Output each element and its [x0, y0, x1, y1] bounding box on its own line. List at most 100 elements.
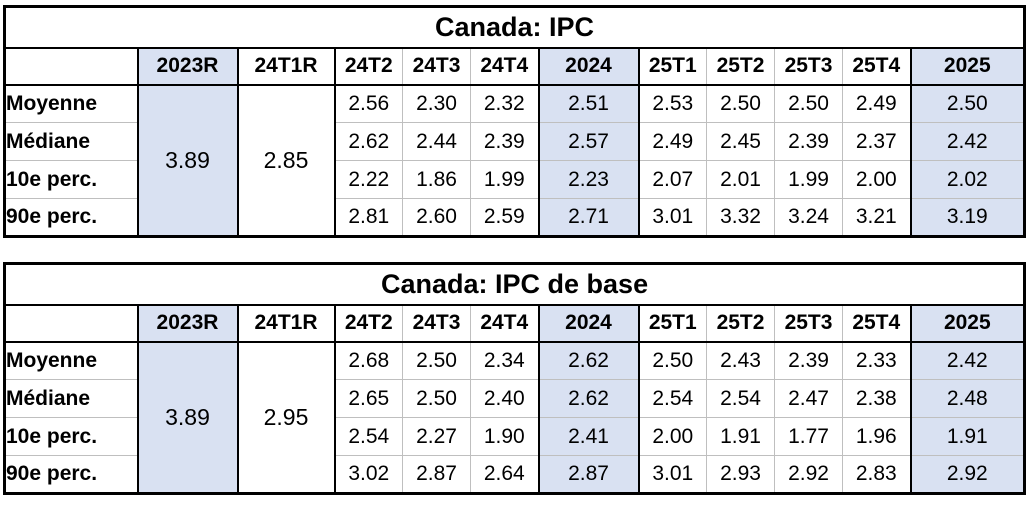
page: { "page": { "background_color": "#ffffff… [3, 5, 1026, 495]
row-label: 10e perc. [4, 417, 139, 456]
merged-annual-cell: 2.85 [237, 84, 336, 237]
value-cell: 2.93 [706, 455, 775, 494]
value-cell: 3.01 [638, 455, 707, 494]
table-title: Canada: IPC [4, 6, 1025, 49]
column-header: 2023R [137, 304, 239, 343]
column-header: 24T4 [470, 47, 540, 86]
value-cell: 2.47 [774, 379, 843, 418]
value-cell: 2.68 [334, 341, 403, 380]
value-cell: 2.39 [470, 122, 540, 161]
value-cell: 1.77 [774, 417, 843, 456]
value-cell: 2.34 [470, 341, 540, 380]
table-row: 90e perc. 3.02 2.87 2.64 2.87 3.01 2.93 2.92 2.8… [4, 455, 1025, 494]
corner-cell [4, 47, 139, 86]
value-cell: 2.40 [470, 379, 540, 418]
column-header: 25T1 [638, 47, 707, 86]
value-cell: 2.42 [910, 341, 1025, 380]
value-cell: 2.87 [538, 455, 640, 494]
value-cell: 2.48 [910, 379, 1025, 418]
value-cell: 2.22 [334, 160, 403, 199]
forecast-table: Canada: IPC de base 2023R 24T1R 24T2 24T3 24T… [3, 262, 1026, 495]
value-cell: 2.42 [910, 122, 1025, 161]
value-cell: 2.56 [334, 84, 403, 123]
column-header: 25T3 [774, 304, 843, 343]
table-row: Moyenne 3.89 2.95 2.68 2.50 2.34 2.62 2.50 2.43 2… [4, 341, 1025, 494]
value-cell: 1.99 [470, 160, 540, 199]
column-header: 24T4 [470, 304, 540, 343]
column-header: 2025 [910, 304, 1025, 343]
column-header: 2023R [137, 47, 239, 86]
value-cell: 2.49 [842, 84, 912, 123]
value-cell: 2.44 [402, 122, 471, 161]
column-header: 24T1R [237, 304, 336, 343]
value-cell: 3.19 [910, 198, 1025, 237]
column-header: 25T4 [842, 304, 912, 343]
row-label: 10e perc. [4, 160, 139, 199]
value-cell: 2.50 [706, 84, 775, 123]
value-cell: 2.53 [638, 84, 707, 123]
value-cell: 2.62 [538, 341, 640, 380]
row-label: 90e perc. [4, 455, 139, 494]
value-cell: 1.96 [842, 417, 912, 456]
value-cell: 2.39 [774, 122, 843, 161]
forecast-tables-container: Canada: IPC 2023R 24T1R 24T2 24T3 24T4 2024 25T… [3, 5, 1026, 495]
forecast-table: Canada: IPC 2023R 24T1R 24T2 24T3 24T4 2024 25T… [3, 5, 1026, 238]
column-header: 25T2 [706, 47, 775, 86]
table-row: Moyenne 3.89 2.85 2.56 2.30 2.32 2.51 2.53 2.50 2… [4, 84, 1025, 237]
value-cell: 2.64 [470, 455, 540, 494]
value-cell: 2.50 [774, 84, 843, 123]
value-cell: 2.71 [538, 198, 640, 237]
column-header: 24T3 [402, 304, 471, 343]
column-header: 25T2 [706, 304, 775, 343]
value-cell: 2.50 [402, 341, 471, 380]
column-header: 25T1 [638, 304, 707, 343]
table-row: Médiane 2.62 2.44 2.39 2.57 2.49 2.45 2.39 2.37 2… [4, 122, 1025, 161]
value-cell: 1.91 [706, 417, 775, 456]
value-cell: 2.83 [842, 455, 912, 494]
column-header: 2024 [538, 304, 640, 343]
value-cell: 2.49 [638, 122, 707, 161]
corner-cell [4, 304, 139, 343]
value-cell: 1.86 [402, 160, 471, 199]
value-cell: 2.41 [538, 417, 640, 456]
value-cell: 1.90 [470, 417, 540, 456]
row-label: Médiane [4, 379, 139, 418]
table-row: 10e perc. 2.22 1.86 1.99 2.23 2.07 2.01 1.99 2.0… [4, 160, 1025, 199]
value-cell: 2.27 [402, 417, 471, 456]
merged-annual-cell: 2.95 [237, 341, 336, 494]
column-header: 2024 [538, 47, 640, 86]
value-cell: 2.30 [402, 84, 471, 123]
table-title-row: Canada: IPC de base [4, 263, 1025, 306]
value-cell: 3.21 [842, 198, 912, 237]
table-row: 10e perc. 2.54 2.27 1.90 2.41 2.00 1.91 1.77 1.9… [4, 417, 1025, 456]
row-label: 90e perc. [4, 198, 139, 237]
value-cell: 2.87 [402, 455, 471, 494]
value-cell: 2.54 [638, 379, 707, 418]
value-cell: 2.01 [706, 160, 775, 199]
value-cell: 2.51 [538, 84, 640, 123]
value-cell: 2.60 [402, 198, 471, 237]
merged-annual-cell: 3.89 [137, 84, 239, 237]
value-cell: 2.50 [638, 341, 707, 380]
value-cell: 3.32 [706, 198, 775, 237]
value-cell: 3.01 [638, 198, 707, 237]
column-header: 2025 [910, 47, 1025, 86]
column-header: 24T3 [402, 47, 471, 86]
value-cell: 2.32 [470, 84, 540, 123]
value-cell: 2.92 [910, 455, 1025, 494]
table-row: 90e perc. 2.81 2.60 2.59 2.71 3.01 3.32 3.24 3.2… [4, 198, 1025, 237]
value-cell: 2.45 [706, 122, 775, 161]
value-cell: 2.38 [842, 379, 912, 418]
value-cell: 2.23 [538, 160, 640, 199]
value-cell: 2.59 [470, 198, 540, 237]
value-cell: 2.81 [334, 198, 403, 237]
value-cell: 2.54 [706, 379, 775, 418]
value-cell: 2.92 [774, 455, 843, 494]
value-cell: 2.37 [842, 122, 912, 161]
column-header: 24T2 [334, 47, 403, 86]
value-cell: 2.07 [638, 160, 707, 199]
table-title-row: Canada: IPC [4, 6, 1025, 49]
table-row: Médiane 2.65 2.50 2.40 2.62 2.54 2.54 2.47 2.38 2… [4, 379, 1025, 418]
value-cell: 2.33 [842, 341, 912, 380]
row-label: Moyenne [4, 341, 139, 380]
